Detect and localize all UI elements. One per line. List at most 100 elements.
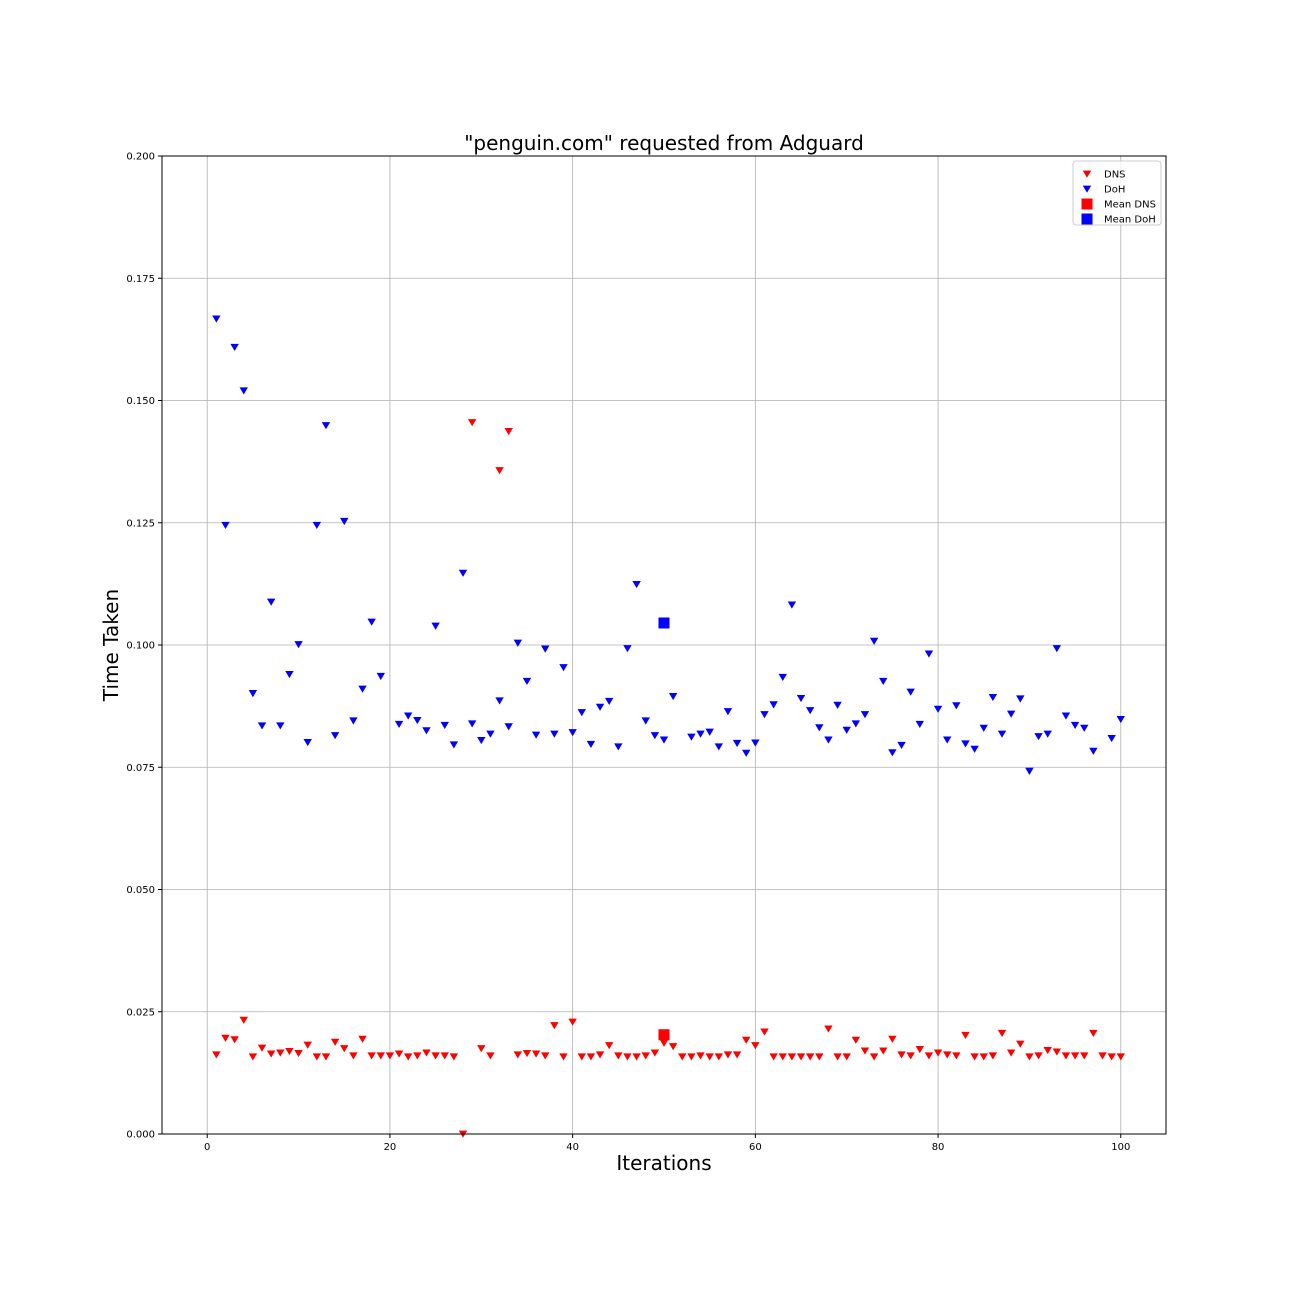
point-dns (623, 1053, 632, 1061)
point-dns (413, 1052, 422, 1060)
point-doh (266, 598, 276, 606)
point-dns (221, 1034, 230, 1042)
point-doh (376, 672, 385, 681)
x-tick-label: 60 (749, 1142, 762, 1153)
point-doh (340, 517, 349, 526)
point-dns (668, 1043, 678, 1051)
x-tick-label: 80 (932, 1142, 945, 1153)
point-doh (1089, 747, 1098, 755)
point-dns (541, 1052, 550, 1060)
point-dns (257, 1044, 267, 1052)
point-doh (623, 645, 632, 653)
point-doh (632, 581, 641, 589)
point-doh (486, 730, 495, 738)
legend-marker (1081, 198, 1093, 210)
y-tick-label: 0.025 (126, 1007, 155, 1018)
point-doh (522, 677, 532, 685)
point-dns (239, 1016, 248, 1024)
point-doh (413, 716, 422, 725)
point-dns (1034, 1052, 1043, 1060)
point-dns (522, 1049, 532, 1058)
point-dns (550, 1022, 559, 1030)
point-doh (687, 733, 696, 741)
point-doh (431, 622, 440, 630)
y-axis-title: Time Taken (99, 589, 123, 702)
point-doh (257, 722, 267, 730)
point-dns (943, 1051, 952, 1059)
point-dns (440, 1052, 449, 1060)
point-dns (833, 1053, 842, 1061)
point-doh (404, 712, 413, 720)
point-dns (568, 1018, 577, 1026)
point-dns (394, 1050, 404, 1058)
point-dns (860, 1047, 870, 1055)
y-tick-label: 0.200 (126, 152, 155, 163)
point-mean-dns (658, 1029, 670, 1041)
point-doh (212, 315, 221, 323)
point-dns (248, 1053, 258, 1061)
point-dns (979, 1053, 988, 1061)
point-doh (796, 694, 806, 703)
point-dns (312, 1053, 322, 1061)
point-doh (897, 741, 906, 750)
point-dns (897, 1051, 906, 1059)
x-tick-label: 20 (384, 1142, 397, 1153)
point-doh (696, 730, 705, 738)
point-doh (595, 703, 605, 711)
point-doh (1034, 733, 1043, 741)
point-dns (787, 1053, 797, 1061)
point-dns (678, 1053, 687, 1061)
point-doh (1061, 712, 1071, 720)
point-doh (330, 732, 340, 740)
point-doh (614, 743, 623, 751)
point-dns (769, 1053, 778, 1061)
point-dns (1070, 1052, 1080, 1060)
point-dns (285, 1047, 294, 1056)
point-dns (504, 427, 513, 436)
legend-label: DNS (1104, 170, 1126, 181)
y-tick-label: 0.050 (126, 885, 155, 896)
point-doh (833, 701, 842, 709)
point-doh (422, 727, 431, 735)
point-doh (723, 708, 733, 716)
point-doh (449, 741, 459, 749)
point-doh (933, 705, 943, 713)
point-doh (513, 639, 523, 647)
point-dns (778, 1053, 787, 1061)
point-dns (276, 1049, 285, 1057)
point-doh (577, 709, 586, 717)
point-dns (1107, 1053, 1116, 1061)
point-dns (467, 419, 477, 427)
point-doh (458, 569, 468, 577)
point-doh (604, 697, 614, 706)
point-dns (595, 1051, 605, 1059)
point-doh (805, 707, 815, 715)
point-dns (230, 1036, 239, 1044)
point-dns (641, 1052, 650, 1060)
point-doh (650, 732, 660, 740)
point-doh (760, 711, 769, 719)
y-tick-label: 0.075 (126, 763, 155, 774)
point-dns (385, 1052, 395, 1060)
point-doh (979, 724, 988, 732)
point-doh (550, 730, 559, 738)
point-doh (705, 728, 714, 736)
point-doh (842, 726, 851, 734)
point-dns (531, 1050, 541, 1058)
point-dns (1089, 1029, 1098, 1038)
point-doh (860, 711, 870, 719)
point-dns (376, 1052, 385, 1060)
y-tick-label: 0.175 (126, 274, 155, 285)
y-tick-label: 0.100 (126, 641, 155, 652)
x-tick-label: 40 (566, 1142, 579, 1153)
point-doh (824, 736, 833, 744)
point-dns (879, 1047, 888, 1055)
point-dns (1080, 1052, 1089, 1060)
point-doh (888, 749, 897, 757)
legend-label: Mean DNS (1104, 200, 1156, 211)
point-doh (1107, 735, 1116, 743)
point-dns (431, 1052, 440, 1060)
point-dns (422, 1049, 431, 1057)
point-doh (997, 730, 1007, 738)
x-tick-label: 0 (204, 1142, 210, 1153)
